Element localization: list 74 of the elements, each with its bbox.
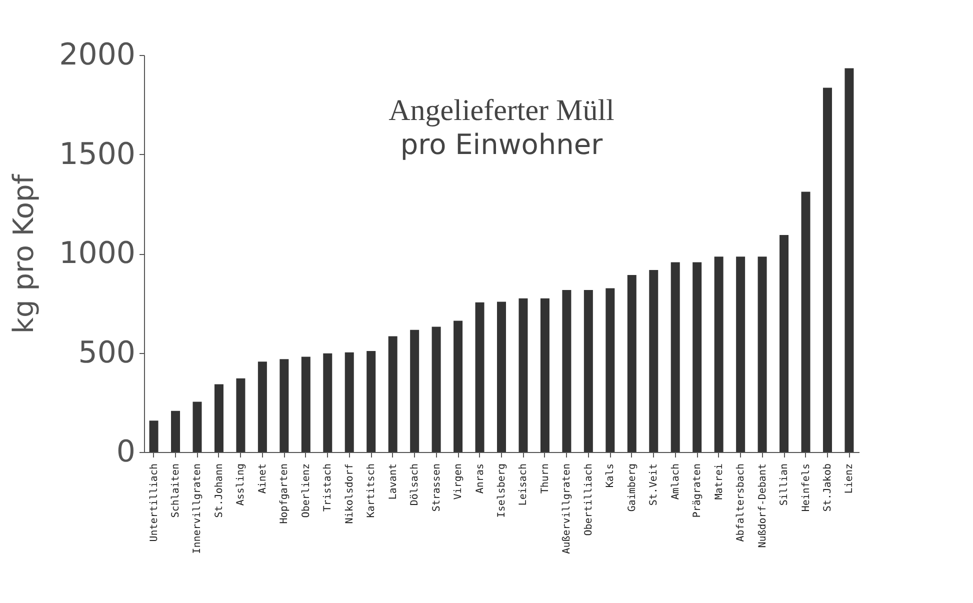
x-tick-label: Innervillgraten xyxy=(192,464,204,554)
x-tick-label: Gaimberg xyxy=(626,464,638,512)
x-tick-label: Außervillgraten xyxy=(562,464,573,554)
x-tick-label: Abfaltersbach xyxy=(736,464,747,542)
x-tick-label: Dölsach xyxy=(410,464,421,506)
x-tick-label: Heinfels xyxy=(800,464,812,512)
x-tick-label: Anras xyxy=(474,464,486,494)
bar xyxy=(497,302,506,452)
bar xyxy=(692,262,702,452)
x-tick-label: Hopfgarten xyxy=(279,464,290,524)
x-tick-label: Tristach xyxy=(322,464,334,512)
bar xyxy=(736,256,746,452)
bar xyxy=(388,336,398,452)
bar xyxy=(301,356,310,452)
bar xyxy=(344,352,354,452)
bar xyxy=(758,256,767,452)
x-tick-label: Thurn xyxy=(540,464,551,494)
bar xyxy=(214,384,224,452)
x-tick-label: Leisach xyxy=(518,464,530,506)
x-tick-label: Matrei xyxy=(714,464,725,500)
bar xyxy=(366,350,376,452)
x-tick-label: Amlach xyxy=(670,464,682,500)
x-tick-label: Nikolsdorf xyxy=(344,464,356,524)
x-tick-label: St.Johann xyxy=(214,464,225,518)
x-tick-label: Schlaiten xyxy=(170,464,182,518)
bar xyxy=(584,290,593,452)
bar xyxy=(606,288,615,452)
bar xyxy=(149,420,158,452)
bar xyxy=(432,326,441,452)
x-tick-label: Nußdorf-Debant xyxy=(757,464,768,548)
x-tick-label: Prägraten xyxy=(692,464,704,518)
x-tick-label: Ainet xyxy=(257,464,268,494)
bar xyxy=(844,68,854,452)
y-tick-label: 500 xyxy=(78,335,136,370)
bar xyxy=(410,330,420,452)
bar xyxy=(540,298,550,452)
y-tick-label: 1500 xyxy=(59,136,136,172)
bar xyxy=(236,378,246,452)
bar xyxy=(670,262,680,452)
text: pro Einwohner xyxy=(400,128,604,161)
bar xyxy=(518,298,528,452)
y-axis-title: kg pro Kopf xyxy=(7,173,40,334)
bar xyxy=(280,359,289,452)
bar xyxy=(714,256,724,452)
x-tick-label: Iselsberg xyxy=(496,464,508,518)
x-tick-label: Kals xyxy=(605,464,616,488)
bar xyxy=(801,192,810,452)
bar xyxy=(780,235,789,452)
x-tick-label: St.Veit xyxy=(648,464,660,506)
x-tick-label: Sillian xyxy=(779,464,790,506)
x-tick-label: Virgen xyxy=(453,464,464,500)
bar xyxy=(562,290,572,452)
x-tick-label: St.Jakob xyxy=(822,464,834,512)
bar xyxy=(323,353,332,452)
x-tick-label: Strassen xyxy=(431,464,442,512)
bar xyxy=(258,362,267,452)
bar xyxy=(171,410,180,452)
x-tick-label: Lienz xyxy=(844,464,856,494)
y-tick-label: 0 xyxy=(116,434,136,470)
x-tick-label: Assling xyxy=(236,464,247,506)
bar xyxy=(822,88,832,452)
x-tick-label: Untertilliach xyxy=(148,464,160,542)
bar xyxy=(475,302,484,452)
bar xyxy=(649,270,658,452)
y-tick-label: 1000 xyxy=(59,236,136,271)
x-tick-label: Lavant xyxy=(388,464,399,500)
bar xyxy=(192,402,202,452)
bar xyxy=(454,320,463,452)
bar xyxy=(627,274,636,452)
y-tick-label: 2000 xyxy=(59,38,136,72)
text: Angelieferter Müll xyxy=(388,94,614,127)
x-tick-label: Oberlienz xyxy=(300,464,312,518)
x-tick-label: Kartitsch xyxy=(366,464,378,518)
x-tick-label: Obertilliach xyxy=(583,464,594,536)
